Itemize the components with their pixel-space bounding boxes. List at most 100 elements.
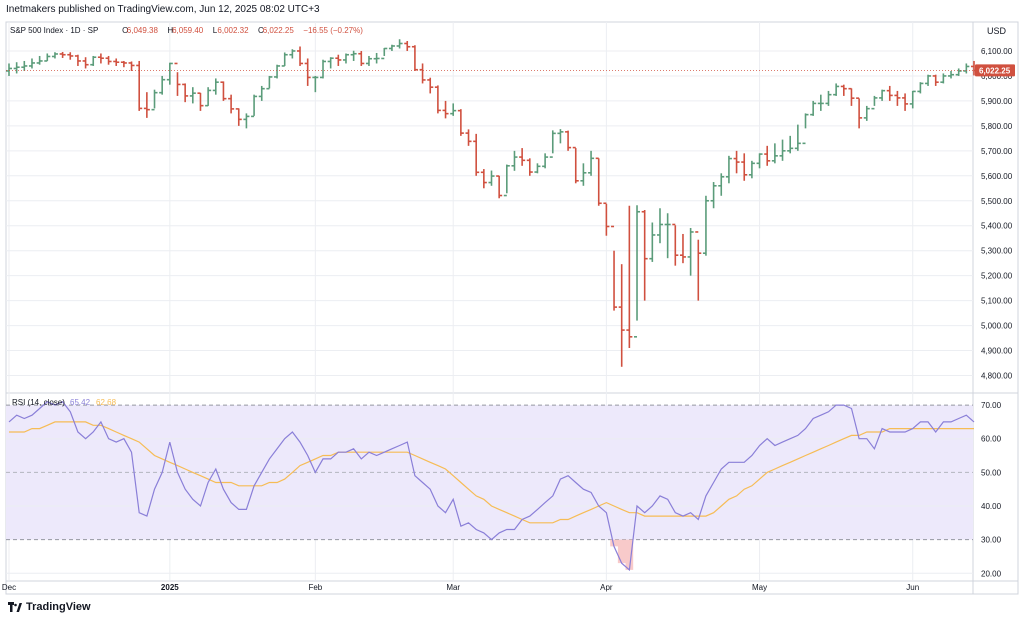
ohlc-bar bbox=[151, 89, 158, 111]
ohlc-bar bbox=[388, 44, 395, 51]
rsi-tick-label: 50.00 bbox=[981, 468, 1002, 477]
last-price-tag-label: 6,022.25 bbox=[979, 66, 1011, 75]
price-tick-label: 5,200.00 bbox=[981, 272, 1013, 281]
legend-close-label: C bbox=[258, 26, 264, 35]
ohlc-bar bbox=[136, 60, 143, 111]
tradingview-logo-icon bbox=[8, 602, 22, 612]
ohlc-bar bbox=[297, 46, 304, 66]
ohlc-bar bbox=[917, 82, 924, 94]
ohlc-bar bbox=[565, 130, 572, 151]
ohlc-bar bbox=[787, 135, 794, 154]
ohlc-bar bbox=[840, 84, 847, 96]
ohlc-bar bbox=[948, 70, 955, 79]
ohlc-bar bbox=[220, 81, 227, 101]
time-tick-label: Jun bbox=[906, 583, 919, 592]
chart-area[interactable]: 6,100.00 6,000.00 5,900.00 5,800.00 5,700.00… bbox=[0, 18, 1024, 605]
ohlc-bar bbox=[327, 57, 334, 69]
ohlc-bar bbox=[526, 158, 533, 176]
ohlc-bar bbox=[21, 60, 28, 71]
ohlc-bar bbox=[595, 157, 602, 206]
ohlc-bar bbox=[159, 75, 166, 95]
ohlc-bar bbox=[174, 62, 181, 96]
price-tick-label: 4,900.00 bbox=[981, 347, 1013, 356]
last-price-tag bbox=[975, 64, 1015, 77]
ohlc-bar bbox=[36, 55, 43, 65]
ohlc-bar bbox=[534, 163, 541, 174]
ohlc-bar bbox=[794, 124, 801, 151]
ohlc-bar bbox=[756, 153, 763, 169]
ohlc-bar bbox=[312, 75, 319, 93]
ohlc-bar bbox=[228, 94, 235, 114]
ohlc-bar bbox=[588, 150, 595, 176]
rsi-tick-label: 70.00 bbox=[981, 401, 1002, 410]
ohlc-bar bbox=[848, 87, 855, 106]
ohlc-bar bbox=[817, 94, 824, 111]
currency-label: USD bbox=[987, 26, 1007, 36]
ohlc-bar bbox=[411, 45, 418, 71]
ohlc-bar bbox=[580, 163, 587, 186]
legend-low-value: 6,002.32 bbox=[217, 26, 249, 35]
ohlc-bar bbox=[243, 113, 250, 129]
time-tick-label: 2025 bbox=[161, 583, 179, 592]
legend-high-value: 6,059.40 bbox=[172, 26, 204, 35]
ohlc-bar bbox=[672, 223, 679, 266]
ohlc-bar bbox=[549, 130, 556, 158]
price-tick-label: 6,000.00 bbox=[981, 72, 1013, 81]
ohlc-bar bbox=[656, 208, 663, 244]
rsi-tick-label: 40.00 bbox=[981, 502, 1002, 511]
ohlc-bar bbox=[542, 153, 549, 169]
chart-frame bbox=[5, 21, 1019, 595]
publisher-text: Inetmakers published on TradingView.com,… bbox=[6, 4, 320, 15]
ohlc-bar bbox=[779, 139, 786, 161]
ohlc-bar bbox=[67, 52, 74, 60]
ohlc-bar bbox=[664, 213, 671, 259]
rsi-tick-label: 30.00 bbox=[981, 536, 1002, 545]
ohlc-bar bbox=[274, 64, 281, 79]
ohlc-bar bbox=[679, 233, 686, 264]
price-tick-label: 5,800.00 bbox=[981, 122, 1013, 131]
ohlc-bar bbox=[641, 210, 648, 301]
time-tick-label: Mar bbox=[446, 583, 460, 592]
ohlc-bar bbox=[235, 108, 242, 126]
ohlc-bar bbox=[480, 169, 487, 189]
ohlc-bar bbox=[825, 90, 832, 106]
ohlc-bar bbox=[909, 90, 916, 109]
ohlc-bar bbox=[932, 74, 939, 86]
ohlc-bar bbox=[863, 105, 870, 121]
rsi-value: 65.42 bbox=[70, 398, 91, 407]
ohlc-bar bbox=[289, 49, 296, 59]
ohlc-bar bbox=[113, 58, 120, 66]
ohlc-bar bbox=[350, 50, 357, 61]
ohlc-bar bbox=[902, 93, 909, 111]
ohlc-bar bbox=[748, 160, 755, 179]
price-legend: S&P 500 Index · 1D · SP O6,049.38 H6,059.4… bbox=[10, 26, 363, 35]
price-tick-label: 5,400.00 bbox=[981, 222, 1013, 231]
ohlc-bar bbox=[557, 129, 564, 144]
ohlc-bar bbox=[687, 227, 694, 276]
time-tick-label: Dec bbox=[2, 583, 16, 592]
ohlc-bar bbox=[450, 103, 457, 116]
tradingview-footer[interactable]: TradingView bbox=[8, 601, 91, 613]
price-tick-label: 5,300.00 bbox=[981, 247, 1013, 256]
ohlc-bar bbox=[13, 62, 20, 74]
ohlc-bar bbox=[511, 150, 518, 171]
ohlc-bar bbox=[419, 63, 426, 84]
price-tick-label: 5,900.00 bbox=[981, 97, 1013, 106]
ohlc-bar bbox=[335, 54, 342, 66]
ohlc-bar bbox=[51, 52, 58, 59]
ohlc-bar bbox=[496, 175, 503, 199]
rsi-title: RSI (14, close) bbox=[12, 398, 65, 407]
ohlc-bar bbox=[74, 54, 81, 66]
rsi-ma-value: 62.68 bbox=[96, 398, 117, 407]
ohlc-bar bbox=[718, 173, 725, 196]
ohlc-bar bbox=[212, 78, 219, 95]
price-rsi-chart[interactable]: 6,100.00 6,000.00 5,900.00 5,800.00 5,700.00… bbox=[0, 18, 1024, 600]
ohlc-bar bbox=[626, 205, 633, 349]
legend-open-value: 6,049.38 bbox=[127, 26, 159, 35]
ohlc-bar bbox=[473, 133, 480, 176]
ohlc-bar bbox=[434, 85, 441, 114]
rsi-oversold-fill bbox=[610, 539, 634, 570]
price-tick-label: 5,100.00 bbox=[981, 297, 1013, 306]
ohlc-bar bbox=[603, 202, 610, 236]
ohlc-bar bbox=[457, 109, 464, 136]
